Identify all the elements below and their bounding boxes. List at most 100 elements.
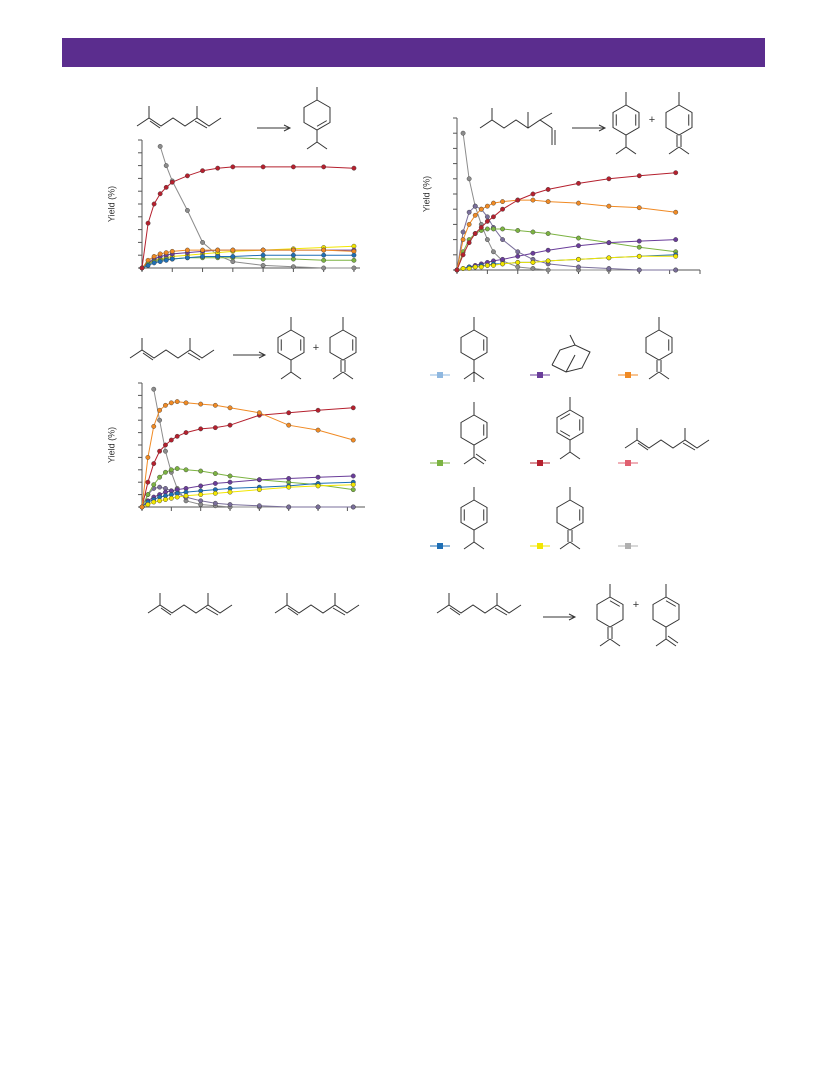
data-point [215,254,221,259]
data-point [515,264,521,270]
data-point [321,265,327,271]
data-point [460,266,466,271]
bond [332,607,346,616]
bond [274,604,360,614]
data-point [157,143,163,149]
data-point [169,179,175,185]
bond [569,334,576,346]
data-point [227,405,233,411]
data-point [286,422,292,428]
bond [277,329,305,361]
data-point [200,239,205,245]
data-point [454,267,460,273]
bond [556,499,584,531]
bond [460,414,488,446]
bond [460,329,488,361]
data-point [230,254,236,259]
data-point [472,203,478,209]
data-point [530,191,536,197]
data-point [466,209,472,215]
data-point [212,425,218,431]
data-point [198,468,204,474]
data-point [151,260,157,266]
data-point [157,407,163,413]
bond [625,146,637,155]
data-point [157,448,163,454]
data-point [478,264,484,270]
bond [473,371,485,380]
bond [637,442,649,451]
data-point [286,504,292,510]
data-point [151,499,157,505]
data-point [290,164,296,170]
data-point [163,402,168,408]
legend-marker [625,543,631,549]
bond [149,120,161,129]
data-point [200,168,205,174]
data-point [256,477,262,483]
data-point [545,187,551,192]
data-point [673,267,679,273]
data-point [530,250,536,256]
bond [599,638,611,647]
data-point [198,498,204,504]
data-point [151,482,157,488]
data-point [315,483,321,489]
data-point [256,410,262,416]
data-point [198,492,204,497]
bond [287,607,299,616]
data-point [673,237,679,243]
data-point [315,427,321,433]
data-point [500,206,505,212]
bond [609,600,620,607]
data-point [174,433,180,439]
data-point [163,448,168,454]
data-point [350,473,356,479]
data-point [576,200,581,206]
data-point [151,423,157,429]
legend-marker [537,460,543,466]
data-point [290,252,296,258]
bond [568,613,577,621]
data-point [673,170,679,176]
data-point [500,226,505,232]
data-point [286,484,292,490]
data-point [157,417,163,423]
data-point [145,502,151,507]
data-point [576,235,581,241]
data-point [227,479,233,485]
data-point [472,264,478,270]
bond [463,371,475,380]
data-point [151,461,157,466]
data-point [212,490,218,496]
data-point [351,257,357,263]
bond [559,451,571,460]
data-point [157,191,163,197]
data-point [315,407,321,413]
bond [475,453,487,462]
data-point [183,493,189,499]
bond [609,638,621,647]
data-point [576,264,581,270]
bond [665,600,676,607]
plus-sign: + [633,599,639,611]
data-point [472,212,478,218]
data-point [212,402,218,408]
data-point [145,454,151,460]
data-point [576,243,581,249]
data-point [212,471,218,476]
bond [142,352,154,361]
data-point [157,498,163,504]
data-point [174,466,180,471]
data-point [151,201,157,207]
bond [648,371,660,380]
data-point [174,494,180,500]
data-point [484,203,490,209]
data-point [351,252,357,258]
data-point [576,180,581,186]
bond [565,354,576,373]
data-point [466,266,472,271]
bond [205,607,219,616]
